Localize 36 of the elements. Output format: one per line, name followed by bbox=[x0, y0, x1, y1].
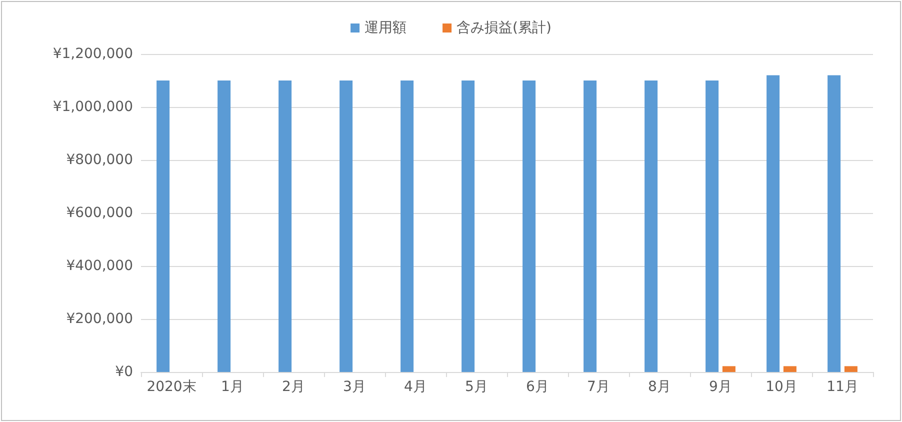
x-tick-label: 8月 bbox=[648, 379, 671, 395]
y-tick-label: ¥1,200,000 bbox=[52, 46, 133, 62]
bar bbox=[706, 80, 719, 372]
x-tick-label: 10月 bbox=[766, 379, 798, 395]
bar bbox=[644, 80, 658, 372]
legend-label: 含み損益(累計) bbox=[456, 20, 552, 36]
bar bbox=[828, 75, 841, 372]
y-tick-label: ¥200,000 bbox=[66, 311, 133, 327]
x-tick-label: 2月 bbox=[282, 379, 305, 395]
bar bbox=[462, 80, 475, 372]
x-tick-label: 2020末 bbox=[146, 379, 196, 395]
bar bbox=[522, 80, 536, 372]
y-tick-label: ¥400,000 bbox=[66, 258, 133, 274]
bar bbox=[766, 75, 780, 372]
x-tick-label: 7月 bbox=[587, 379, 610, 395]
bar bbox=[722, 366, 736, 372]
x-tick-label: 5月 bbox=[465, 379, 488, 395]
y-tick-label: ¥800,000 bbox=[66, 152, 133, 168]
legend-label: 運用額 bbox=[364, 20, 407, 36]
y-tick-label: ¥600,000 bbox=[66, 205, 133, 221]
y-tick-label: ¥0 bbox=[115, 364, 133, 380]
x-tick-label: 6月 bbox=[526, 379, 549, 395]
x-tick-label: 9月 bbox=[709, 379, 732, 395]
x-tick-label: 3月 bbox=[343, 379, 366, 395]
bar bbox=[156, 80, 170, 372]
x-tick-label: 1月 bbox=[221, 379, 244, 395]
bar bbox=[278, 80, 292, 372]
bar bbox=[584, 80, 597, 372]
x-tick-label: 11月 bbox=[826, 379, 858, 395]
bar bbox=[340, 80, 353, 372]
y-tick-label: ¥1,000,000 bbox=[52, 99, 133, 115]
bar bbox=[844, 366, 858, 372]
x-tick-label: 4月 bbox=[404, 379, 427, 395]
bar bbox=[400, 80, 414, 372]
bar bbox=[218, 80, 231, 372]
bar bbox=[783, 366, 796, 372]
